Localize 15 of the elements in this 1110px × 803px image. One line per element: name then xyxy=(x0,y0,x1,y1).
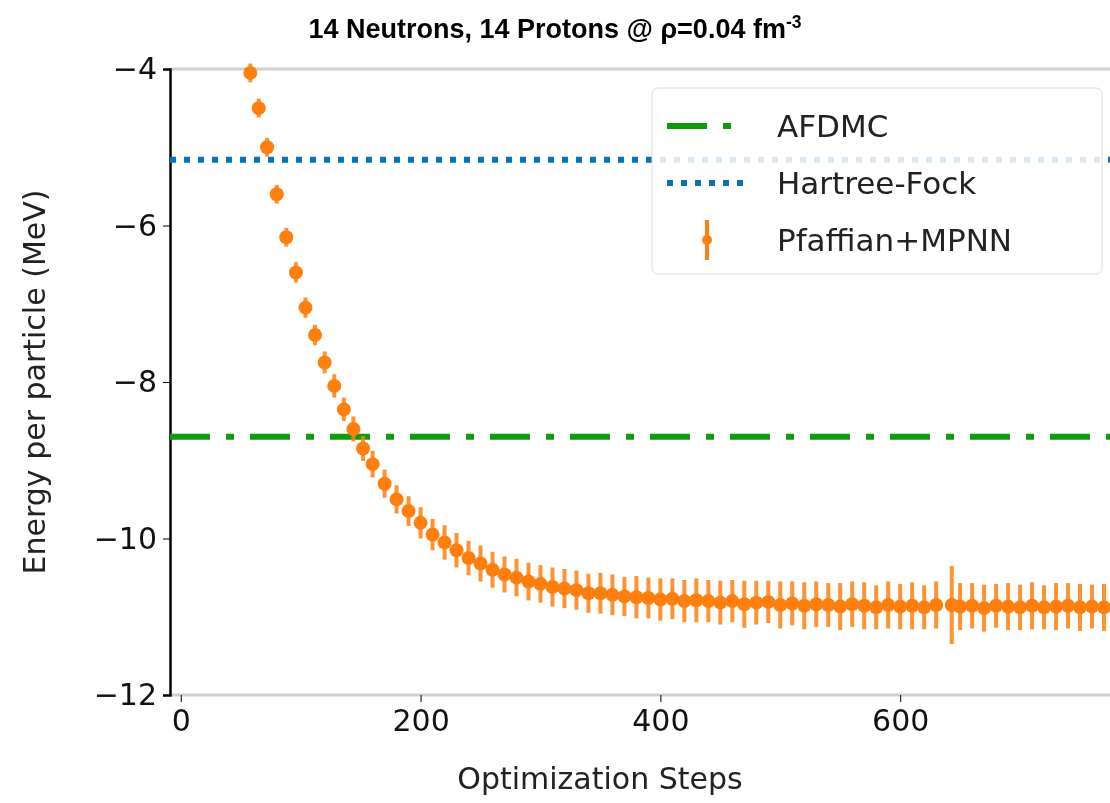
y-tick-label: −4 xyxy=(112,51,157,87)
legend-label: Hartree-Fock xyxy=(777,165,977,201)
x-axis-title: Optimization Steps xyxy=(457,761,743,796)
x-tick-label: 600 xyxy=(872,703,930,739)
x-tick-label: 200 xyxy=(392,703,450,739)
y-tick-label: −6 xyxy=(112,207,157,243)
y-axis-title: Energy per particle (MeV) xyxy=(17,189,52,575)
y-tick-label: −12 xyxy=(93,677,157,713)
chart-title: 14 Neutrons, 14 Protons @ ρ=0.04 fm$^{-3}$ xyxy=(308,12,802,44)
y-tick-label: −10 xyxy=(93,520,157,556)
y-tick-label: −8 xyxy=(112,364,157,400)
x-tick-label: 400 xyxy=(632,703,690,739)
legend-label: AFDMC xyxy=(777,108,889,144)
x-tick-label: 0 xyxy=(171,703,191,739)
legend-label: Pfaffian+MPNN xyxy=(777,222,1013,258)
